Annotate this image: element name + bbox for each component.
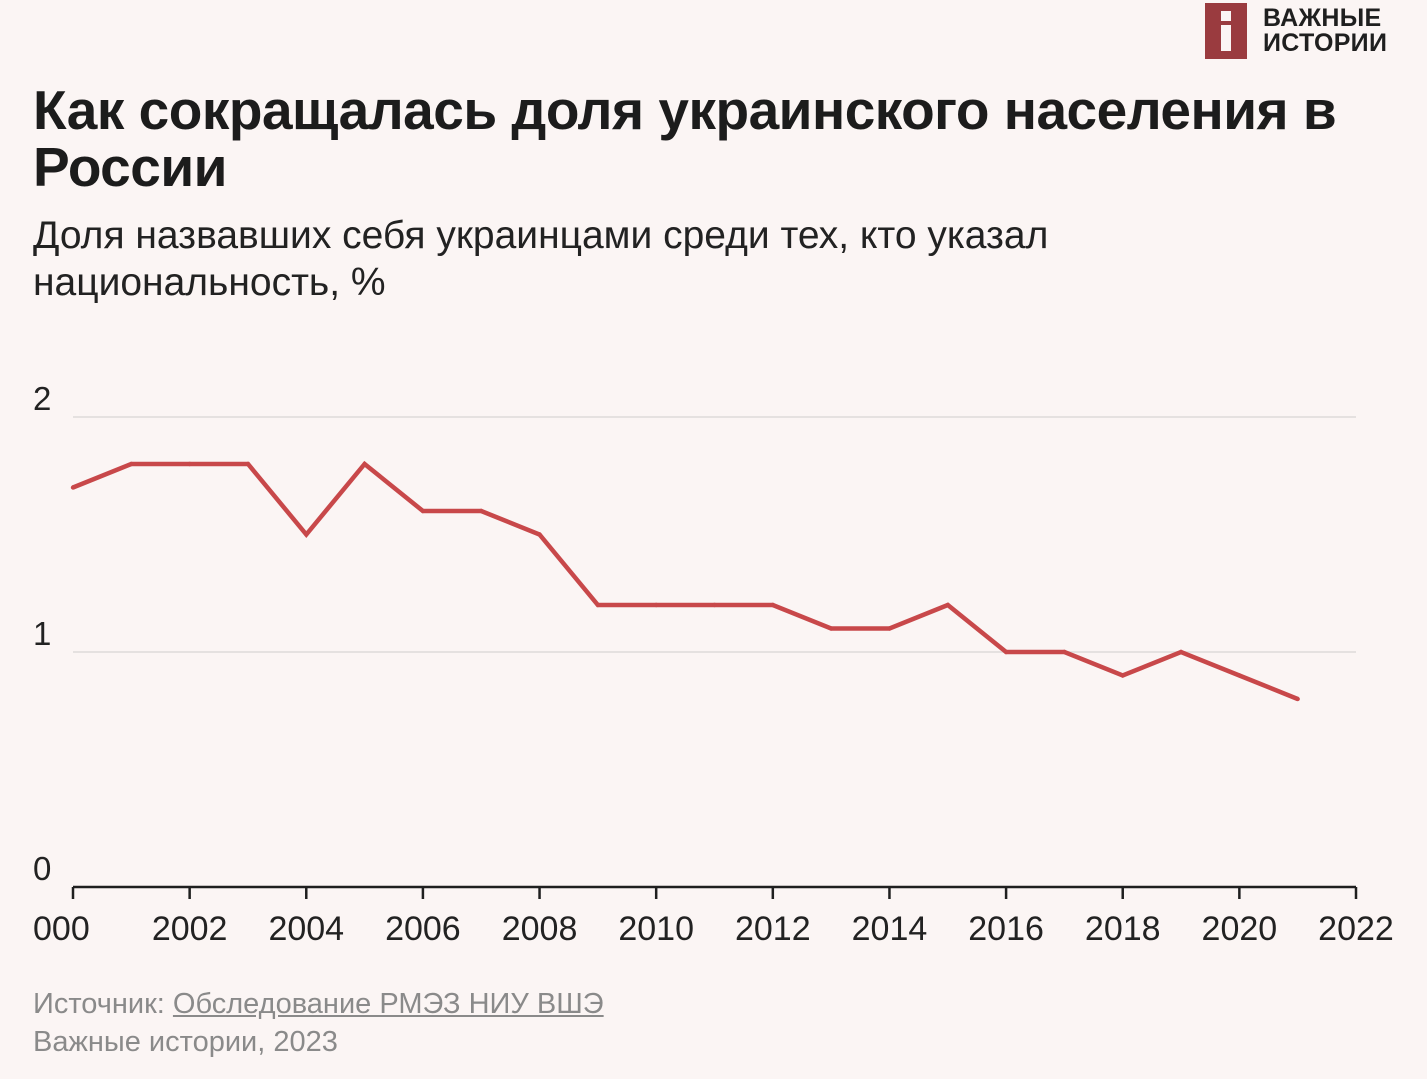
brand-name-line1: ВАЖНЫЕ — [1263, 4, 1382, 32]
series-line — [72, 460, 1299, 702]
x-tick-label: 2012 — [735, 910, 811, 948]
x-tick-label: 2022 — [1318, 910, 1394, 948]
data-point — [653, 602, 659, 608]
data-point — [1120, 673, 1125, 678]
x-tick-label: 2020 — [1202, 910, 1278, 948]
data-point — [770, 602, 776, 608]
x-tick-label: 2002 — [152, 910, 228, 948]
y-tick-label: 1 — [33, 615, 51, 652]
brand-logo: ВАЖНЫЕ ИСТОРИИ — [1205, 3, 1403, 59]
x-tick-label: 2010 — [618, 910, 694, 948]
data-point — [70, 485, 76, 490]
x-tick-label: 2018 — [1085, 910, 1161, 948]
data-point — [479, 508, 484, 514]
data-point — [595, 602, 601, 608]
data-point — [1062, 649, 1067, 655]
x-tick-label: 2004 — [268, 910, 344, 948]
brand-name-line2: ИСТОРИИ — [1263, 29, 1388, 57]
credit-line: Важные истории, 2023 — [33, 1026, 338, 1058]
data-point — [537, 532, 542, 537]
data-point — [945, 602, 950, 608]
info-icon — [1205, 3, 1247, 59]
y-tick-label: 2 — [33, 380, 51, 417]
data-point — [420, 508, 426, 514]
brand-name: ВАЖНЫЕ ИСТОРИИ — [1263, 6, 1403, 56]
source-link[interactable]: Обследование РМЭЗ НИУ ВШЭ — [172, 988, 604, 1020]
source-label: Источник: — [33, 988, 173, 1020]
data-point — [1178, 649, 1184, 655]
source-line: Источник: Обследование РМЭЗ НИУ ВШЭ — [33, 985, 604, 1023]
data-point — [304, 532, 309, 537]
x-tick-label: 2014 — [852, 910, 928, 948]
data-point — [187, 461, 192, 467]
x-tick-label: 000 — [33, 910, 90, 948]
x-tick-label: 2016 — [968, 910, 1044, 948]
data-point — [712, 602, 717, 608]
data-point — [1003, 649, 1009, 655]
chart-footer: Источник: Обследование РМЭЗ НИУ ВШЭ Важн… — [33, 985, 604, 1061]
data-point — [362, 461, 367, 467]
x-tick-label: 2006 — [385, 910, 461, 948]
data-point — [828, 626, 834, 631]
data-point — [129, 461, 134, 467]
data-point — [887, 626, 892, 631]
data-point — [245, 461, 251, 467]
x-tick-label: 2008 — [502, 910, 578, 948]
chart-subtitle: Доля назвавших себя украинцами среди тех… — [33, 214, 1049, 304]
data-point — [1295, 696, 1300, 702]
data-point — [1237, 673, 1242, 678]
y-tick-label: 0 — [33, 850, 51, 887]
chart-title: Как сокращалась доля украинского населен… — [33, 79, 1337, 198]
